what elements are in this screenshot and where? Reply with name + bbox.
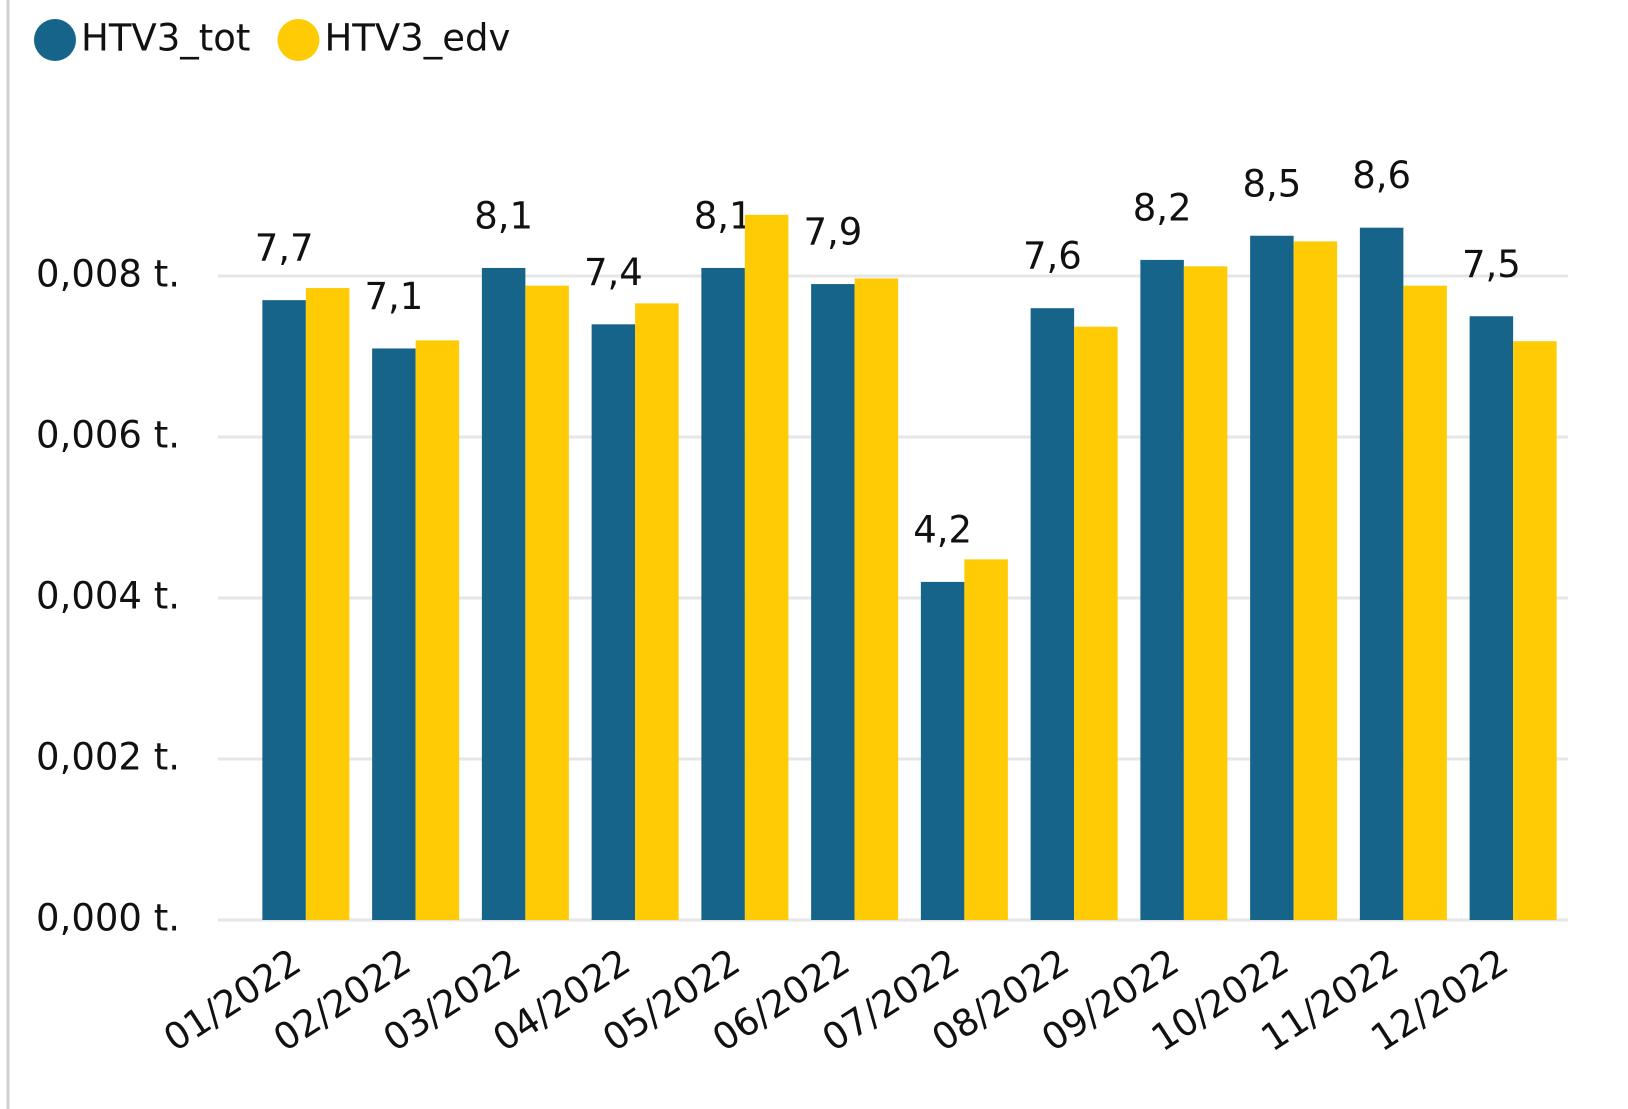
- bar: [1359, 227, 1404, 920]
- legend-marker: [277, 19, 320, 61]
- bar: [854, 278, 899, 920]
- bar: [1140, 259, 1184, 920]
- bar: [1250, 235, 1294, 920]
- data-label: 7,6: [1023, 235, 1082, 278]
- bar: [920, 581, 965, 920]
- y-tick-label: 0,006 t.: [36, 414, 180, 457]
- data-label: 7,7: [255, 227, 314, 270]
- bar: [1469, 316, 1514, 920]
- bar: [1293, 241, 1338, 920]
- bar: [744, 214, 789, 920]
- data-label: 7,9: [803, 211, 862, 254]
- bar: [525, 285, 569, 920]
- bar: [481, 267, 526, 920]
- bar: [964, 559, 1008, 920]
- bar: [701, 267, 745, 920]
- y-tick-label: 0,008 t.: [36, 253, 180, 296]
- bar: [372, 348, 416, 920]
- data-label: 7,1: [364, 275, 423, 318]
- bar: [635, 303, 679, 920]
- data-label: 7,5: [1462, 243, 1521, 286]
- bar: [591, 324, 636, 920]
- data-label: 8,1: [474, 194, 533, 237]
- bar: [415, 340, 460, 920]
- y-tick-label: 0,004 t.: [36, 575, 180, 618]
- data-label: 7,4: [584, 251, 643, 294]
- data-label: 8,6: [1352, 154, 1411, 197]
- y-tick-label: 0,002 t.: [36, 736, 180, 779]
- bar: [1030, 308, 1075, 920]
- bar: [1513, 341, 1557, 921]
- y-tick-label: 0,000 t.: [36, 897, 180, 940]
- data-label: 8,1: [694, 194, 753, 237]
- data-label: 4,2: [913, 508, 972, 551]
- legend-marker: [34, 19, 76, 61]
- bar: [305, 288, 350, 920]
- legend-label: HTV3_edv: [324, 17, 510, 60]
- bar: [1403, 285, 1447, 920]
- bar: [262, 300, 306, 920]
- legend-label: HTV3_tot: [81, 17, 250, 60]
- data-label: 8,5: [1242, 162, 1301, 205]
- data-label: 8,2: [1133, 186, 1192, 229]
- bar: [1183, 266, 1228, 921]
- bar: [811, 284, 855, 920]
- bar: [1074, 326, 1118, 921]
